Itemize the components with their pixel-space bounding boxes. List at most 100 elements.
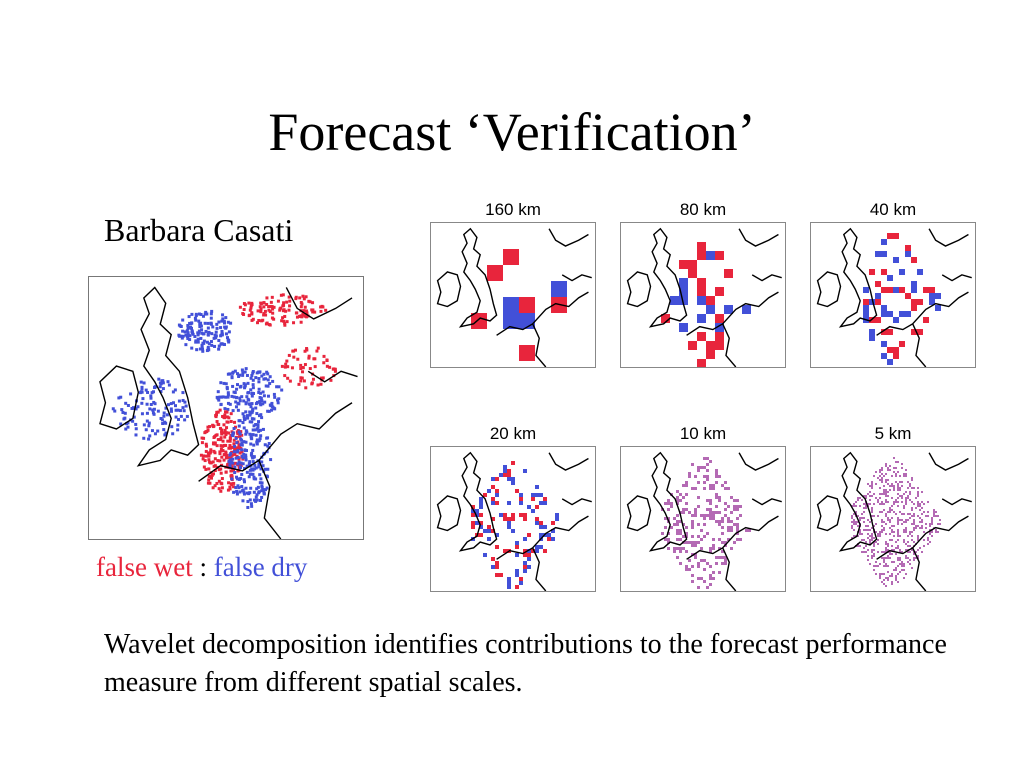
scale-cell [899, 511, 901, 513]
error-speck [226, 439, 230, 443]
scale-cell [885, 481, 887, 483]
error-speck [139, 380, 143, 384]
error-speck [235, 441, 239, 445]
error-speck [251, 448, 255, 452]
scale-cell [909, 533, 911, 535]
error-speck [282, 308, 286, 312]
scale-cell [911, 479, 913, 481]
error-speck [249, 442, 253, 446]
error-speck [220, 477, 224, 481]
scale-cell [670, 505, 673, 508]
scale-cell [897, 581, 899, 583]
scale-cell [887, 467, 889, 469]
error-speck [147, 424, 151, 428]
scale-cell [893, 317, 899, 323]
scale-cell [919, 505, 921, 507]
scale-cell [507, 469, 511, 473]
error-speck [268, 382, 272, 386]
slide-caption: Wavelet decomposition identifies contrib… [104, 629, 947, 698]
scale-cell [891, 475, 893, 477]
error-speck [249, 376, 253, 380]
error-speck [134, 433, 138, 437]
error-speck [242, 399, 246, 403]
scale-cell [721, 541, 724, 544]
scale-cell [905, 293, 911, 299]
scale-cell [909, 493, 911, 495]
error-speck [210, 332, 214, 336]
error-speck [279, 293, 283, 297]
scale-cell [915, 525, 917, 527]
scale-cell [724, 556, 727, 559]
error-speck [325, 364, 329, 368]
error-speck [140, 401, 144, 405]
scale-cell [861, 539, 863, 541]
error-speck [229, 412, 233, 416]
error-speck [237, 445, 241, 449]
scale-cell [895, 567, 897, 569]
error-speck [257, 429, 261, 433]
scale-cell [685, 532, 688, 535]
scale-cell [706, 341, 715, 350]
scale-cell [903, 513, 905, 515]
error-speck [257, 387, 261, 391]
error-speck [163, 433, 167, 437]
error-speck [207, 458, 211, 462]
error-speck [238, 396, 242, 400]
scale-cell [727, 520, 730, 523]
scale-cell [869, 543, 871, 545]
scale-cell [879, 535, 881, 537]
error-speck [200, 441, 204, 445]
error-speck [245, 464, 249, 468]
error-speck [209, 461, 213, 465]
scale-cell [721, 484, 724, 487]
error-speck [310, 308, 314, 312]
scale-cell [539, 501, 543, 505]
error-speck [174, 408, 178, 412]
scale-cell [889, 521, 891, 523]
error-speck [206, 451, 210, 455]
error-speck [233, 452, 237, 456]
error-speck [217, 487, 221, 491]
scale-cell [507, 521, 511, 525]
error-speck [184, 343, 188, 347]
error-speck [242, 478, 246, 482]
error-speck [145, 411, 149, 415]
scale-cell [885, 463, 887, 465]
error-speck [188, 321, 192, 325]
error-speck [263, 400, 267, 404]
scale-cell [471, 313, 487, 329]
error-speck [232, 485, 236, 489]
error-speck [241, 488, 245, 492]
scale-map [431, 223, 595, 367]
scale-cell [901, 513, 903, 515]
error-speck [206, 345, 210, 349]
error-speck [188, 338, 192, 342]
scale-cell [523, 513, 527, 517]
scale-cell [712, 484, 715, 487]
error-speck [280, 388, 284, 392]
error-speck [265, 486, 269, 490]
error-speck [249, 388, 253, 392]
scale-cell [917, 549, 919, 551]
scale-cell [903, 473, 905, 475]
scale-cell [857, 515, 859, 517]
scale-cell [703, 514, 706, 517]
scale-cell [679, 287, 688, 296]
error-speck [253, 428, 257, 432]
scale-cell [507, 581, 511, 585]
error-speck [210, 473, 214, 477]
scale-cell [685, 481, 688, 484]
scale-cell [885, 493, 887, 495]
scale-cell [929, 523, 931, 525]
coastline-outline [877, 516, 969, 559]
error-speck [233, 465, 237, 469]
error-speck [226, 488, 230, 492]
coastline-outline [199, 403, 352, 482]
scale-cell [921, 491, 923, 493]
error-speck [252, 392, 256, 396]
scale-cell [905, 543, 907, 545]
error-speck [277, 385, 281, 389]
error-speck [299, 300, 303, 304]
error-speck [295, 311, 299, 315]
scale-cell [531, 497, 535, 501]
